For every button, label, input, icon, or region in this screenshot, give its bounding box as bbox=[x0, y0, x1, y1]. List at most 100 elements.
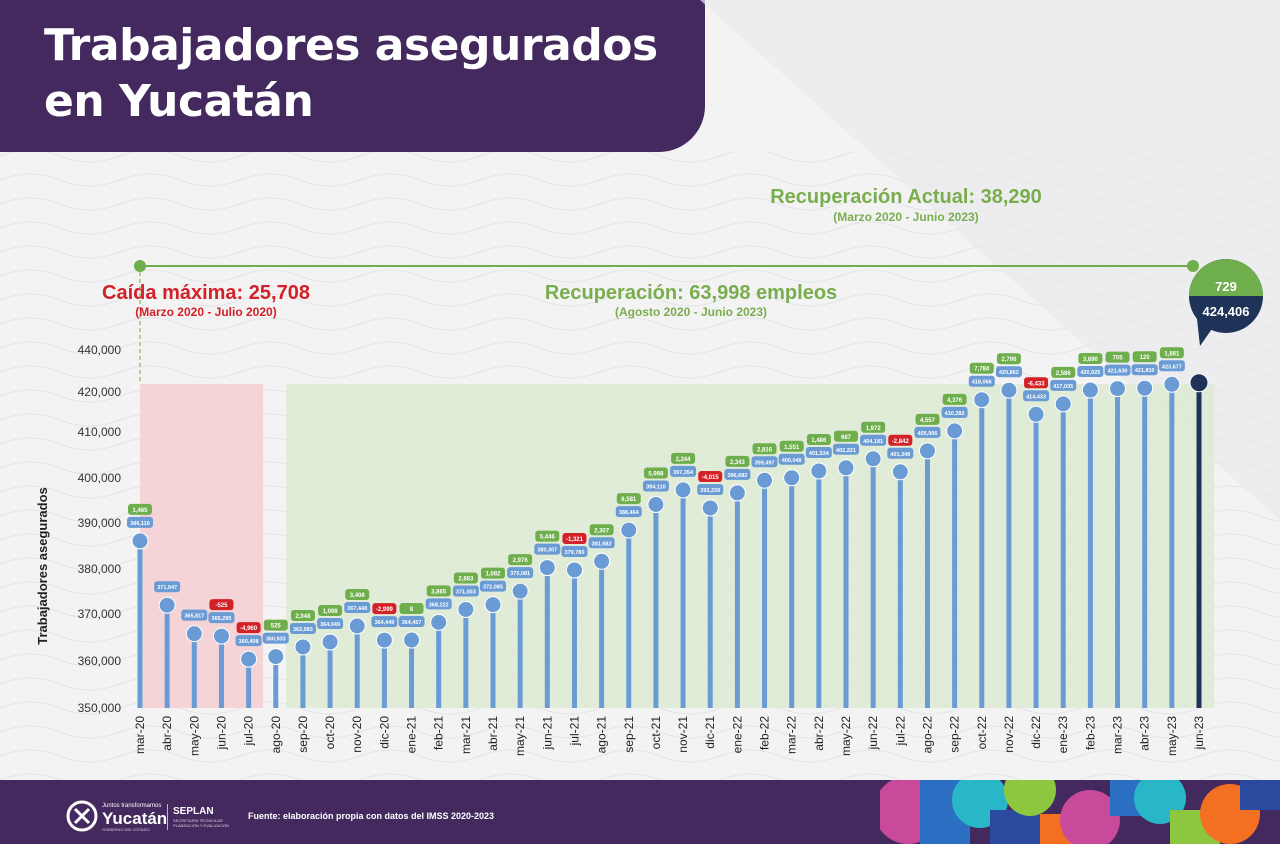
value-label-box bbox=[1023, 390, 1050, 402]
x-tick-label: abr-21 bbox=[486, 716, 500, 751]
bar bbox=[952, 430, 958, 708]
change-label-box bbox=[616, 493, 641, 505]
bar-marker bbox=[593, 552, 611, 570]
change-label-box bbox=[128, 503, 152, 515]
value-label: 364,449 bbox=[374, 620, 394, 626]
x-tick-label: jul-20 bbox=[242, 716, 256, 747]
bar-marker bbox=[728, 484, 746, 502]
decorative-pattern bbox=[880, 780, 1280, 844]
value-label: 364,049 bbox=[320, 622, 340, 628]
x-tick-label: ago-21 bbox=[595, 716, 609, 754]
change-label: 4,557 bbox=[920, 418, 936, 424]
bar bbox=[1033, 414, 1039, 708]
bar-marker bbox=[1027, 405, 1045, 423]
change-label-box bbox=[426, 585, 451, 597]
value-label-box bbox=[235, 635, 262, 647]
x-tick-label: jun-21 bbox=[540, 716, 554, 751]
bar bbox=[979, 399, 985, 708]
change-label-box bbox=[562, 532, 587, 544]
value-label-box bbox=[1050, 379, 1077, 391]
change-label-box bbox=[834, 430, 858, 442]
value-label-box bbox=[480, 580, 506, 592]
change-label-box bbox=[725, 455, 750, 467]
value-label: 375,081 bbox=[510, 571, 530, 577]
bar bbox=[463, 609, 469, 708]
bar bbox=[218, 636, 224, 708]
change-label-box bbox=[399, 603, 424, 615]
value-label-box bbox=[968, 375, 995, 387]
span-end-dot bbox=[1187, 260, 1199, 272]
bar bbox=[1115, 388, 1121, 708]
value-label-box bbox=[642, 480, 669, 492]
value-label-box bbox=[561, 545, 588, 557]
recovery-period: (Agosto 2020 - Junio 2023) bbox=[615, 305, 767, 319]
value-label-box bbox=[1104, 364, 1131, 376]
value-label-box bbox=[914, 426, 941, 438]
bar bbox=[246, 659, 252, 708]
bar-marker bbox=[430, 613, 448, 631]
bar-marker bbox=[1081, 381, 1099, 399]
bar bbox=[1169, 384, 1175, 708]
seplan-subtitle: SECRETARÍA TÉCNICA DE PLANEACIÓN Y EVALU… bbox=[173, 818, 230, 828]
change-label: -2,999 bbox=[376, 607, 394, 613]
bar-marker bbox=[484, 596, 502, 614]
current-recovery-period: (Marzo 2020 - Junio 2023) bbox=[833, 210, 978, 224]
value-label-box bbox=[398, 616, 425, 628]
value-label: 396,682 bbox=[727, 473, 747, 479]
bar-marker bbox=[756, 471, 774, 489]
value-label-box bbox=[317, 617, 344, 629]
value-label: 418,066 bbox=[972, 380, 992, 386]
bar-marker bbox=[620, 521, 638, 539]
value-label-box bbox=[724, 468, 751, 480]
value-label-box bbox=[588, 537, 615, 549]
x-tick-label: dic-22 bbox=[1029, 716, 1043, 749]
x-tick-label: ene-22 bbox=[730, 716, 744, 754]
x-tick-label: ago-22 bbox=[920, 716, 934, 754]
value-label: 410,282 bbox=[945, 411, 965, 417]
change-label-box bbox=[236, 622, 261, 634]
bar bbox=[571, 569, 577, 708]
logo-tagline: Juntos transformamos bbox=[102, 803, 162, 809]
x-tick-label: abr-20 bbox=[160, 716, 174, 751]
bar bbox=[762, 480, 768, 708]
change-label: 8 bbox=[410, 607, 414, 613]
change-label-box bbox=[888, 434, 913, 446]
x-tick-label: sep-20 bbox=[296, 716, 310, 753]
change-label-box bbox=[589, 524, 614, 536]
bar-marker bbox=[294, 638, 312, 656]
bar bbox=[1006, 390, 1012, 708]
seplan-logo: SEPLAN bbox=[173, 806, 214, 817]
change-label: 2,883 bbox=[458, 576, 474, 582]
last-value-label: 424,406 bbox=[1203, 304, 1250, 319]
bar-marker bbox=[321, 633, 339, 651]
change-label: 2,796 bbox=[1001, 357, 1017, 363]
recovery-title: Recuperación: 63,998 empleos bbox=[545, 282, 837, 304]
change-label: 1,881 bbox=[1164, 351, 1180, 357]
bar-marker bbox=[1136, 379, 1154, 397]
recovery-zone bbox=[286, 384, 1214, 708]
source-note: Fuente: elaboración propia con datos del… bbox=[248, 811, 495, 821]
change-label: 1,098 bbox=[323, 609, 339, 615]
bar-marker bbox=[918, 442, 936, 460]
value-label-box bbox=[860, 434, 887, 446]
x-tick-label: ago-20 bbox=[269, 716, 283, 754]
y-tick-label: 440,000 bbox=[78, 343, 122, 357]
change-label-box bbox=[779, 440, 804, 452]
change-label-box bbox=[671, 452, 696, 464]
value-label-box bbox=[697, 483, 724, 495]
bar bbox=[137, 540, 143, 708]
change-label: 525 bbox=[271, 624, 282, 630]
bar bbox=[924, 450, 930, 708]
change-label-box bbox=[1051, 366, 1076, 378]
y-tick-label: 420,000 bbox=[78, 385, 122, 399]
x-tick-label: sep-22 bbox=[948, 716, 962, 753]
bar-marker bbox=[701, 499, 719, 517]
change-label: -4,960 bbox=[240, 626, 258, 632]
change-label: 5,998 bbox=[648, 472, 664, 478]
change-label: 2,307 bbox=[594, 528, 610, 534]
value-label-box bbox=[670, 465, 697, 477]
bar-marker bbox=[131, 532, 149, 550]
bar-marker bbox=[511, 582, 529, 600]
bar-marker bbox=[212, 627, 230, 645]
value-label-box bbox=[887, 447, 914, 459]
